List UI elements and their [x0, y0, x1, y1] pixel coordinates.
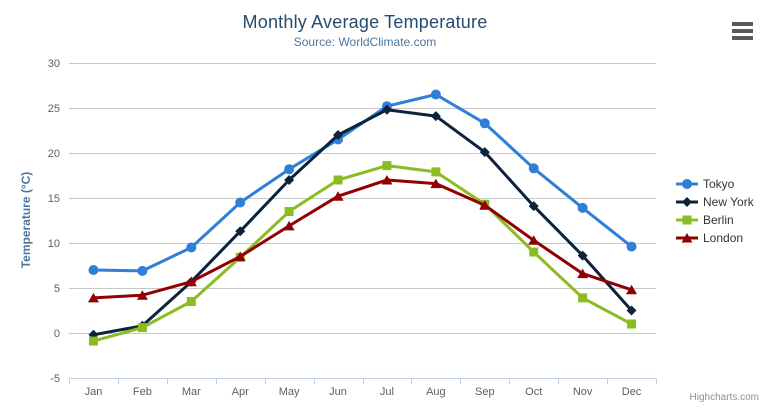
- legend-marker-diamond-icon: [676, 197, 698, 207]
- data-point-new-york-may[interactable]: [284, 175, 295, 185]
- data-point-london-mar[interactable]: [185, 276, 197, 287]
- legend-label: Tokyo: [703, 177, 735, 191]
- data-point-tokyo-dec[interactable]: [626, 241, 637, 252]
- x-axis-label: Oct: [525, 386, 542, 398]
- data-point-london-jun[interactable]: [332, 191, 344, 201]
- x-axis-label: Sep: [475, 386, 495, 398]
- data-point-new-york-sep[interactable]: [479, 147, 490, 158]
- legend-item-berlin[interactable]: Berlin: [676, 211, 754, 229]
- data-point-london-feb[interactable]: [136, 290, 148, 300]
- data-point-berlin-aug[interactable]: [431, 167, 441, 177]
- data-point-london-oct[interactable]: [528, 235, 540, 245]
- legend-label: New York: [703, 195, 754, 209]
- legend: Tokyo New York Berlin London: [676, 175, 754, 247]
- y-axis-label: 25: [48, 103, 60, 115]
- legend-label: Berlin: [703, 213, 734, 227]
- data-point-tokyo-jan[interactable]: [88, 265, 99, 275]
- legend-item-new-york[interactable]: New York: [676, 193, 754, 211]
- data-point-tokyo-sep[interactable]: [479, 118, 490, 129]
- legend-symbol-berlin[interactable]: [682, 215, 692, 225]
- chart-subtitle: Source: WorldClimate.com: [293, 35, 437, 49]
- data-point-london-apr[interactable]: [234, 251, 246, 262]
- series-line-new-york[interactable]: [91, 108, 634, 337]
- data-point-tokyo-mar[interactable]: [186, 242, 197, 253]
- hamburger-icon: [732, 29, 753, 33]
- data-point-london-jan[interactable]: [87, 292, 99, 303]
- data-point-berlin-nov[interactable]: [578, 293, 588, 303]
- credits-link[interactable]: Highcharts.com: [689, 392, 759, 403]
- x-axis-label: Jan: [85, 386, 103, 398]
- y-axis-label: 10: [48, 238, 60, 250]
- data-point-berlin-dec[interactable]: [627, 319, 637, 329]
- data-point-london-jul[interactable]: [381, 175, 393, 185]
- data-point-berlin-mar[interactable]: [186, 297, 196, 306]
- y-axis-label: -5: [50, 373, 60, 385]
- data-point-berlin-may[interactable]: [284, 207, 294, 216]
- data-point-berlin-feb[interactable]: [137, 323, 147, 333]
- data-point-london-nov[interactable]: [577, 268, 589, 279]
- x-axis-label: Nov: [573, 386, 593, 398]
- x-axis-label: Jun: [329, 386, 347, 398]
- data-point-tokyo-apr[interactable]: [235, 197, 246, 208]
- x-axis-label: Jul: [380, 386, 394, 398]
- hamburger-icon: [732, 36, 753, 40]
- x-axis-label: Dec: [622, 386, 642, 398]
- legend-marker-triangle-icon: [676, 233, 698, 243]
- legend-item-tokyo[interactable]: Tokyo: [676, 175, 754, 193]
- y-axis-labels: -5 0 5 10 15 20 25 30: [48, 58, 60, 385]
- x-axis-label: May: [279, 386, 300, 398]
- data-point-tokyo-aug[interactable]: [430, 89, 441, 100]
- y-axis-label: 20: [48, 148, 60, 160]
- series-line-london[interactable]: [91, 178, 634, 300]
- chart-title: Monthly Average Temperature: [242, 12, 488, 32]
- data-point-berlin-jul[interactable]: [382, 161, 392, 171]
- y-axis-label: 0: [54, 328, 60, 340]
- export-menu-button[interactable]: [732, 22, 753, 40]
- data-point-new-york-apr[interactable]: [235, 226, 246, 237]
- legend-item-london[interactable]: London: [676, 229, 754, 247]
- data-point-berlin-jun[interactable]: [333, 175, 343, 185]
- data-point-new-york-aug[interactable]: [430, 111, 441, 122]
- series-tokyo: [88, 89, 637, 276]
- data-point-new-york-jun[interactable]: [333, 130, 344, 140]
- hamburger-icon: [732, 22, 753, 26]
- x-axis-label: Mar: [182, 386, 201, 398]
- x-axis-label: Aug: [426, 386, 446, 398]
- data-point-london-aug[interactable]: [430, 178, 442, 189]
- data-point-london-sep[interactable]: [479, 200, 491, 210]
- legend-symbol-london[interactable]: [681, 233, 693, 243]
- data-point-new-york-nov[interactable]: [577, 250, 588, 261]
- data-point-new-york-oct[interactable]: [528, 201, 539, 212]
- data-point-london-may[interactable]: [283, 220, 295, 231]
- series-line-berlin[interactable]: [91, 164, 634, 343]
- data-point-tokyo-feb[interactable]: [137, 265, 148, 276]
- x-axis: [69, 378, 657, 384]
- x-axis-label: Apr: [232, 386, 249, 398]
- y-gridlines: [69, 63, 656, 379]
- data-point-new-york-jul[interactable]: [381, 104, 392, 115]
- legend-marker-square-icon: [676, 215, 698, 225]
- data-point-tokyo-nov[interactable]: [577, 202, 588, 213]
- data-point-tokyo-oct[interactable]: [528, 163, 539, 174]
- legend-symbol-new-york[interactable]: [682, 197, 692, 207]
- y-axis-label: 5: [54, 283, 60, 295]
- legend-symbol-tokyo[interactable]: [682, 179, 692, 189]
- x-axis-label: Feb: [133, 386, 152, 398]
- x-axis-labels: Jan Feb Mar Apr May Jun Jul Aug Sep Oct Nov Dec: [85, 386, 642, 398]
- data-point-london-dec[interactable]: [626, 284, 638, 295]
- series-london: [87, 175, 638, 303]
- series-new-york: [88, 104, 637, 340]
- legend-label: London: [703, 231, 744, 245]
- y-axis-label: 15: [48, 193, 60, 205]
- data-point-tokyo-may[interactable]: [284, 164, 295, 175]
- legend-marker-circle-icon: [676, 179, 698, 189]
- data-point-berlin-jan[interactable]: [88, 336, 98, 346]
- data-point-berlin-oct[interactable]: [529, 247, 539, 257]
- data-point-new-york-dec[interactable]: [626, 305, 637, 316]
- y-axis-label: 30: [48, 58, 60, 70]
